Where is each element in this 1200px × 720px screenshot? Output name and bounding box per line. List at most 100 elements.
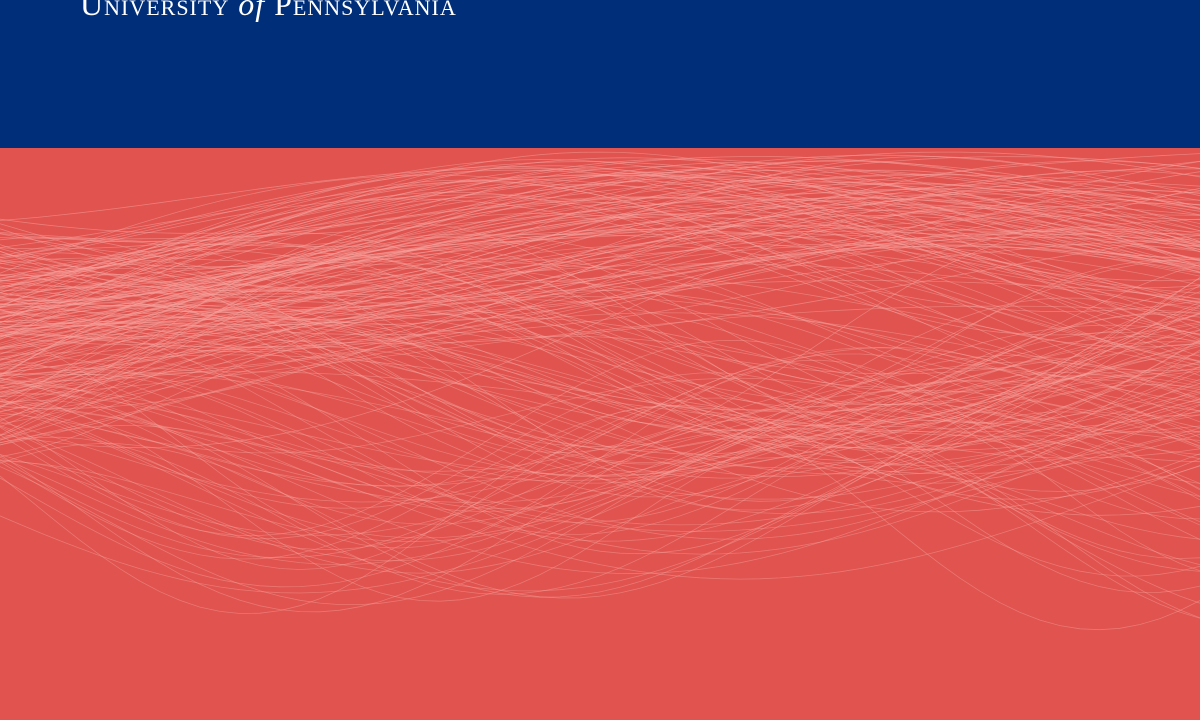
wave-line: [0, 347, 1200, 487]
wave-line: [0, 233, 1200, 393]
wave-line: [0, 242, 1200, 406]
wave-line: [0, 361, 1200, 487]
wave-line: [0, 317, 1200, 441]
wave-line: [0, 334, 1200, 540]
wave-line: [0, 171, 1200, 274]
wave-line: [0, 401, 1200, 619]
wave-line-pattern: [0, 151, 1200, 631]
wave-line: [0, 411, 1200, 595]
wave-line: [0, 289, 1200, 412]
wave-line: [0, 364, 1200, 510]
wave-line: [0, 304, 1200, 477]
wave-line: [0, 392, 1200, 526]
wave-line: [0, 192, 1200, 351]
wave-line: [0, 343, 1200, 455]
wave-line: [0, 231, 1200, 340]
wave-line: [0, 316, 1200, 513]
wave-line: [0, 243, 1200, 374]
wave-line: [0, 405, 1200, 631]
wave-line: [0, 308, 1200, 516]
wave-line: [0, 355, 1200, 512]
wave-line: [0, 212, 1200, 398]
wave-line: [0, 270, 1200, 463]
wave-line: [0, 156, 1200, 302]
wave-line: [0, 353, 1200, 559]
wave-line: [0, 316, 1200, 484]
wave-line: [0, 153, 1200, 240]
wave-line: [0, 194, 1200, 366]
wave-line: [0, 397, 1200, 593]
wave-line: [0, 377, 1200, 484]
wave-line: [0, 293, 1200, 393]
wave-line: [0, 371, 1200, 437]
wave-line: [0, 418, 1200, 572]
wave-line: [0, 212, 1200, 423]
wave-line: [0, 347, 1200, 509]
wave-line: [0, 403, 1200, 562]
wave-line: [0, 341, 1200, 484]
university-wordmark[interactable]: University of Pennsylvania: [80, 0, 457, 23]
wave-line: [0, 372, 1200, 559]
wave-line: [0, 371, 1200, 469]
wave-line: [0, 248, 1200, 437]
wordmark-pennsylvania: Pennsylvania: [274, 0, 457, 22]
wave-line: [0, 252, 1200, 453]
wave-line: [0, 229, 1200, 304]
wave-line: [0, 409, 1200, 619]
wave-line: [0, 419, 1200, 594]
wave-line: [0, 216, 1200, 422]
wave-line: [0, 199, 1200, 348]
wave-line: [0, 296, 1200, 404]
wave-line: [0, 273, 1200, 498]
wave-line: [0, 232, 1200, 408]
wave-line: [0, 169, 1200, 328]
wave-line: [0, 196, 1200, 348]
wave-line: [0, 339, 1200, 536]
wave-line: [0, 459, 1200, 574]
wave-line: [0, 174, 1200, 362]
wordmark-of: of: [238, 0, 266, 22]
wave-line: [0, 271, 1200, 451]
wave-line: [0, 377, 1200, 525]
wordmark-university: University: [80, 0, 230, 22]
wave-line: [0, 212, 1200, 361]
wave-line: [0, 411, 1200, 599]
wave-line: [0, 174, 1200, 349]
wave-line: [0, 183, 1200, 319]
wave-line: [0, 187, 1200, 336]
wave-line: [0, 377, 1200, 575]
wave-line: [0, 188, 1200, 307]
wave-line: [0, 196, 1200, 372]
wave-line: [0, 333, 1200, 555]
wave-line: [0, 354, 1200, 433]
wave-line: [0, 378, 1200, 504]
wave-line: [0, 257, 1200, 475]
wave-line: [0, 290, 1200, 375]
wave-line: [0, 354, 1200, 592]
wave-line: [0, 199, 1200, 409]
wave-line: [0, 404, 1200, 577]
wave-line: [0, 169, 1200, 242]
wave-line: [0, 168, 1200, 265]
wave-line: [0, 312, 1200, 417]
wave-line: [0, 199, 1200, 315]
wave-line: [0, 158, 1200, 308]
site-header: University of Pennsylvania: [0, 0, 1200, 148]
wave-line: [0, 326, 1200, 514]
wave-line: [0, 174, 1200, 281]
wave-line: [0, 320, 1200, 523]
wave-line: [0, 370, 1200, 481]
wave-line: [0, 305, 1200, 398]
wave-line: [0, 232, 1200, 375]
wave-line: [0, 180, 1200, 235]
wave-line: [0, 193, 1200, 364]
wave-line: [0, 228, 1200, 444]
wave-line: [0, 159, 1200, 357]
wave-line: [0, 181, 1200, 429]
wave-line: [0, 190, 1200, 383]
wave-line: [0, 263, 1200, 456]
wave-line: [0, 263, 1200, 349]
wave-line: [0, 310, 1200, 500]
wave-line: [0, 406, 1200, 580]
wave-line: [0, 214, 1200, 308]
